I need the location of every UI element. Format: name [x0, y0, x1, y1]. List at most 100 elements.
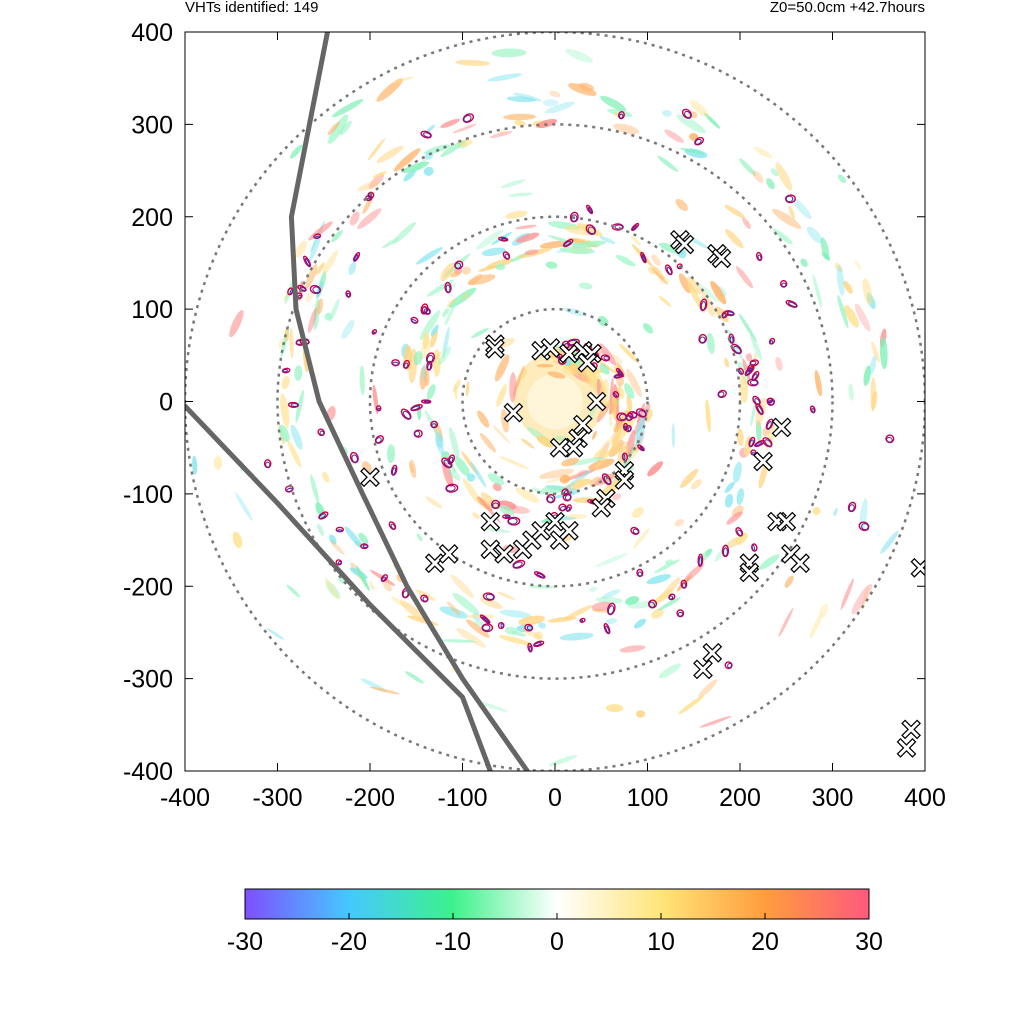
- field-streak: [699, 715, 732, 728]
- field-streak: [466, 473, 476, 482]
- field-streak: [676, 114, 706, 134]
- field-streak: [578, 282, 593, 290]
- vht-contour-inner: [750, 360, 757, 366]
- field-streak: [619, 388, 625, 400]
- colorbar-tick-label: 10: [647, 928, 675, 956]
- x-tick-label: 100: [627, 784, 669, 812]
- vht-contour: [512, 559, 526, 569]
- vht-marker: [711, 248, 732, 269]
- field-streak: [611, 428, 622, 445]
- vht-contour: [410, 403, 423, 412]
- field-streak: [724, 493, 734, 508]
- field-streak: [456, 628, 486, 648]
- vht-contour-inner: [631, 225, 637, 231]
- field-streak: [357, 208, 382, 230]
- field-streak: [605, 704, 624, 713]
- vht-contour-inner: [504, 253, 510, 259]
- vht-marker: [494, 544, 514, 564]
- vht-contour: [586, 204, 594, 215]
- field-streak: [442, 326, 450, 359]
- field-streak: [755, 420, 762, 442]
- field-streak: [733, 461, 742, 483]
- vht-contour: [779, 279, 788, 288]
- field-streak: [863, 365, 871, 386]
- field-streak: [626, 368, 642, 397]
- vht-contour-inner: [781, 282, 787, 288]
- field-streak: [439, 606, 468, 619]
- field-streak: [636, 710, 646, 718]
- field-streak: [809, 613, 823, 639]
- field-streak: [359, 365, 365, 396]
- vht-contour-inner: [587, 207, 593, 214]
- colorbar-tick-label: -10: [435, 928, 471, 956]
- field-streak: [324, 312, 333, 321]
- vht-contour-inner: [392, 361, 399, 366]
- field-streak: [413, 350, 423, 365]
- vht-contour-inner: [757, 254, 762, 261]
- vht-contour: [281, 367, 291, 374]
- x-tick-label: 300: [812, 784, 854, 812]
- vht-contour-inner: [431, 423, 437, 428]
- vht-marker-fill: [791, 555, 809, 572]
- field-streak: [358, 532, 369, 545]
- vht-marker: [910, 557, 925, 578]
- vht-contour-inner: [624, 425, 627, 431]
- field-streak: [426, 384, 436, 400]
- vht-contour: [502, 251, 511, 260]
- y-tick-label: -300: [123, 666, 173, 694]
- storm-track-2: [185, 403, 493, 771]
- vht-contour: [847, 501, 857, 513]
- field-streak: [278, 424, 290, 443]
- field-streak: [422, 332, 430, 350]
- field-streak: [578, 82, 595, 92]
- field-streak: [833, 507, 838, 517]
- vht-contour-inner: [718, 391, 725, 398]
- vht-contour-inner: [372, 331, 375, 334]
- field-streak: [317, 298, 324, 315]
- field-streak: [329, 534, 337, 545]
- field-streak: [880, 530, 899, 554]
- field-streak: [446, 283, 457, 290]
- vht-contour: [462, 113, 475, 123]
- vht-marker: [424, 553, 445, 574]
- vht-contour: [603, 623, 611, 635]
- vht-contour-inner: [318, 513, 327, 519]
- field-streak: [750, 332, 762, 361]
- vht-contour-inner: [699, 336, 706, 344]
- vht-contour-inner: [314, 235, 321, 239]
- field-streak: [659, 295, 672, 307]
- field-streak: [559, 474, 571, 484]
- vht-marker: [771, 417, 792, 438]
- field-streak: [647, 461, 664, 477]
- field-streak: [235, 492, 253, 521]
- field-streak: [538, 622, 546, 629]
- field-streak: [368, 173, 385, 189]
- vht-contour-inner: [423, 308, 431, 315]
- field-streak: [416, 533, 423, 542]
- vht-contour-inner: [638, 410, 647, 417]
- vht-contour-inner: [607, 605, 615, 615]
- vht-contour: [680, 579, 688, 589]
- vht-contour-inner: [304, 258, 311, 267]
- vht-contour: [349, 451, 359, 464]
- field-streak: [542, 99, 559, 107]
- vht-marker: [531, 520, 551, 541]
- field-streak: [755, 397, 766, 428]
- vht-contour-inner: [769, 340, 774, 344]
- field-streak: [500, 408, 509, 433]
- field-streak: [820, 237, 830, 260]
- vht-contour-inner: [563, 240, 572, 247]
- vht-contour-inner: [587, 226, 596, 235]
- vht-marker: [563, 437, 584, 458]
- field-streak: [871, 390, 878, 410]
- vht-contour-inner: [751, 544, 755, 551]
- vht-count-label: VHTs identified: 149: [185, 0, 318, 16]
- field-streak: [739, 375, 749, 404]
- field-streak: [632, 506, 644, 519]
- vht-contour-inner: [698, 556, 702, 567]
- field-streak: [442, 308, 450, 318]
- field-streak: [452, 592, 480, 615]
- field-streak: [280, 393, 290, 428]
- field-streak: [344, 526, 364, 549]
- field-streak: [854, 260, 862, 271]
